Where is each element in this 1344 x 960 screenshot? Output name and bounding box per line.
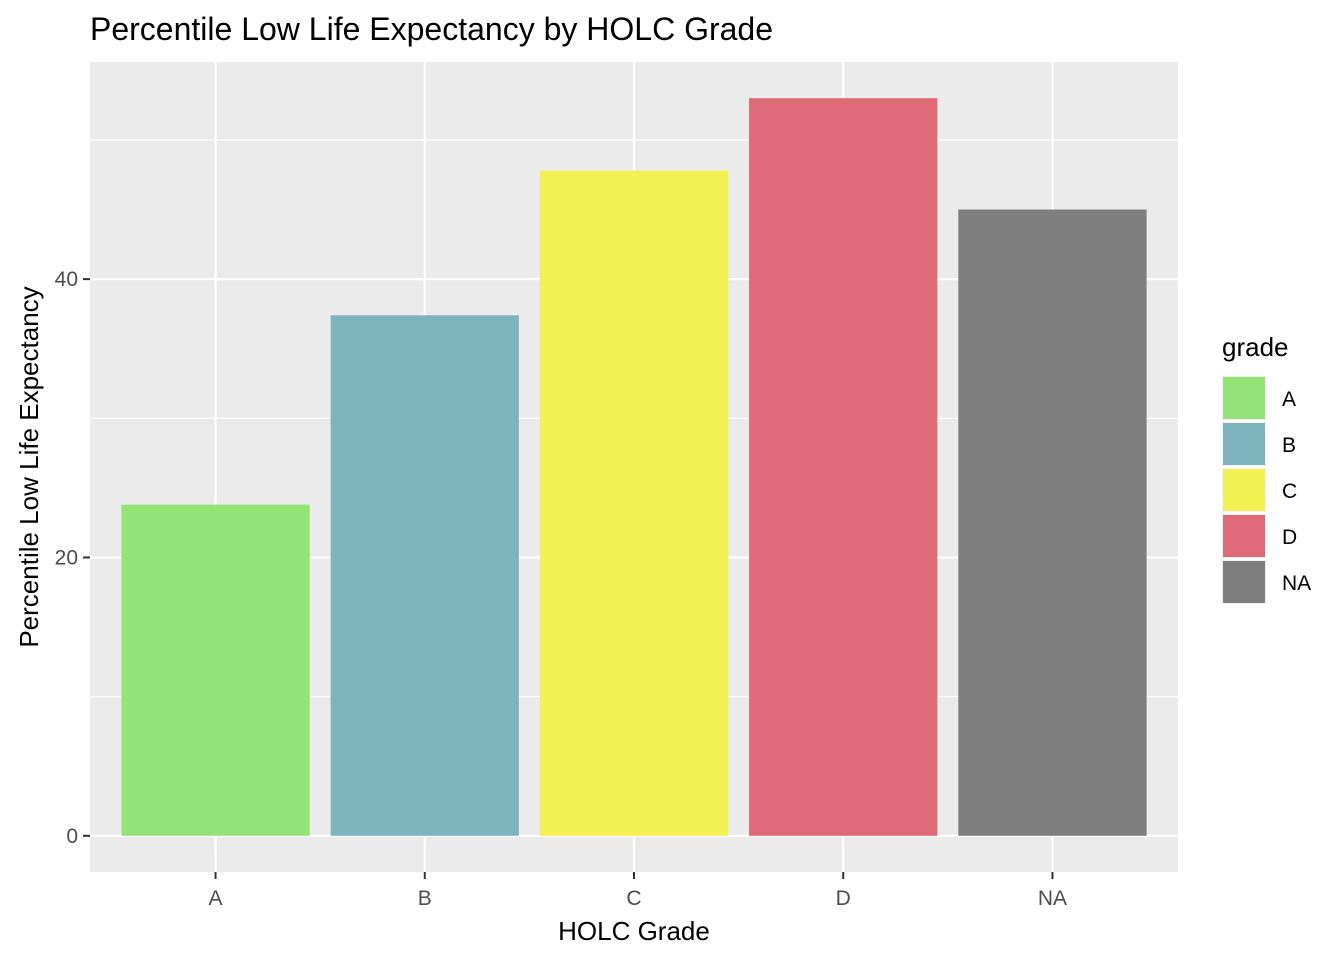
x-tick-label: D — [836, 887, 851, 910]
bar-c — [539, 170, 729, 836]
bar-b — [330, 315, 519, 836]
bars — [121, 98, 1147, 836]
legend-key-b — [1223, 423, 1265, 465]
y-tick-label: 0 — [66, 825, 78, 848]
bar-a — [121, 504, 310, 836]
x-tick-label: B — [418, 887, 432, 910]
legend-title: grade — [1222, 332, 1289, 362]
legend-label: D — [1282, 526, 1297, 549]
x-tick-label: NA — [1038, 887, 1067, 910]
bar-d — [749, 98, 938, 836]
legend-label: NA — [1282, 572, 1311, 595]
legend-key-na — [1223, 561, 1265, 603]
legend-label: C — [1282, 480, 1297, 503]
y-tick-label: 40 — [55, 268, 78, 291]
legend-key-d — [1223, 515, 1265, 557]
legend-label: B — [1282, 434, 1296, 457]
legend-key-a — [1223, 377, 1265, 419]
x-axis-title: HOLC Grade — [558, 916, 710, 946]
chart-title: Percentile Low Life Expectancy by HOLC G… — [90, 11, 773, 47]
bar-na — [958, 209, 1147, 836]
y-tick-label: 20 — [55, 546, 78, 569]
x-axis: A B C D NA — [209, 872, 1067, 910]
x-tick-label: C — [626, 887, 641, 910]
y-axis-title: Percentile Low Life Expectancy — [14, 286, 44, 647]
legend-key-c — [1223, 469, 1265, 511]
x-tick-label: A — [209, 887, 223, 910]
y-axis: 0 20 40 — [55, 268, 90, 848]
legend-label: A — [1282, 388, 1296, 411]
